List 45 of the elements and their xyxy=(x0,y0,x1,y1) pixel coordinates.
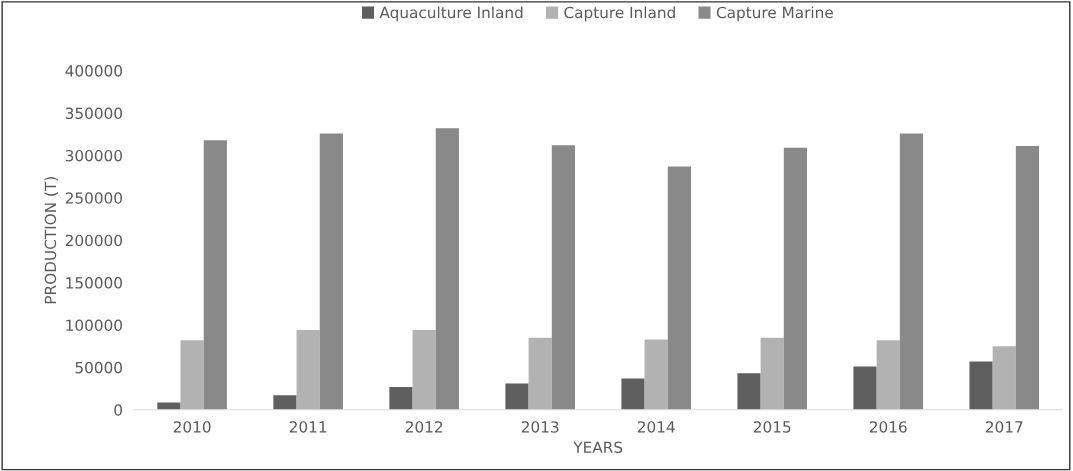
y-tick-label: 400000 xyxy=(65,65,122,77)
bar xyxy=(621,378,645,410)
x-axis-title: YEARS xyxy=(573,441,623,454)
bar xyxy=(1015,146,1040,410)
bar xyxy=(505,383,529,410)
y-tick-label: 200000 xyxy=(65,234,122,247)
bar xyxy=(737,373,761,410)
bar xyxy=(296,330,320,410)
bar xyxy=(435,128,459,410)
legend-label: Capture Marine xyxy=(716,6,833,22)
x-tick-label: 2012 xyxy=(405,421,443,433)
bar xyxy=(992,346,1016,410)
bar xyxy=(969,361,993,410)
y-tick-label: 300000 xyxy=(65,149,122,162)
bar xyxy=(412,330,436,410)
x-tick-label: 2013 xyxy=(521,421,559,433)
bar xyxy=(528,337,552,410)
y-tick-label: 150000 xyxy=(66,277,122,289)
y-axis-title: PRODUCTION (T) xyxy=(44,177,58,304)
bar xyxy=(551,145,575,410)
y-tick-label: 350000 xyxy=(65,107,122,120)
bar xyxy=(203,140,227,410)
x-tick-label: 2015 xyxy=(753,421,791,433)
x-tick-label: 2010 xyxy=(173,421,211,433)
x-tick-label: 2011 xyxy=(289,421,327,433)
bar xyxy=(853,366,877,410)
x-tick-label: 2017 xyxy=(985,421,1023,433)
bar xyxy=(876,340,900,410)
legend-label: Aquaculture Inland xyxy=(379,6,523,22)
bar xyxy=(899,133,924,410)
legend-label: Capture Inland xyxy=(564,6,675,22)
bar xyxy=(389,386,413,410)
bar xyxy=(783,147,808,410)
bar xyxy=(644,339,668,410)
x-tick-label: 2016 xyxy=(869,421,907,433)
bar xyxy=(273,395,297,410)
y-tick-label: 250000 xyxy=(65,192,122,204)
y-tick-label: 0 xyxy=(114,404,122,416)
y-tick-label: 100000 xyxy=(66,319,122,332)
bar xyxy=(760,337,784,410)
bar xyxy=(319,133,343,410)
x-tick-label: 2014 xyxy=(637,421,675,433)
y-tick-label: 50000 xyxy=(75,361,122,374)
bar xyxy=(667,166,692,410)
bar xyxy=(180,340,204,410)
